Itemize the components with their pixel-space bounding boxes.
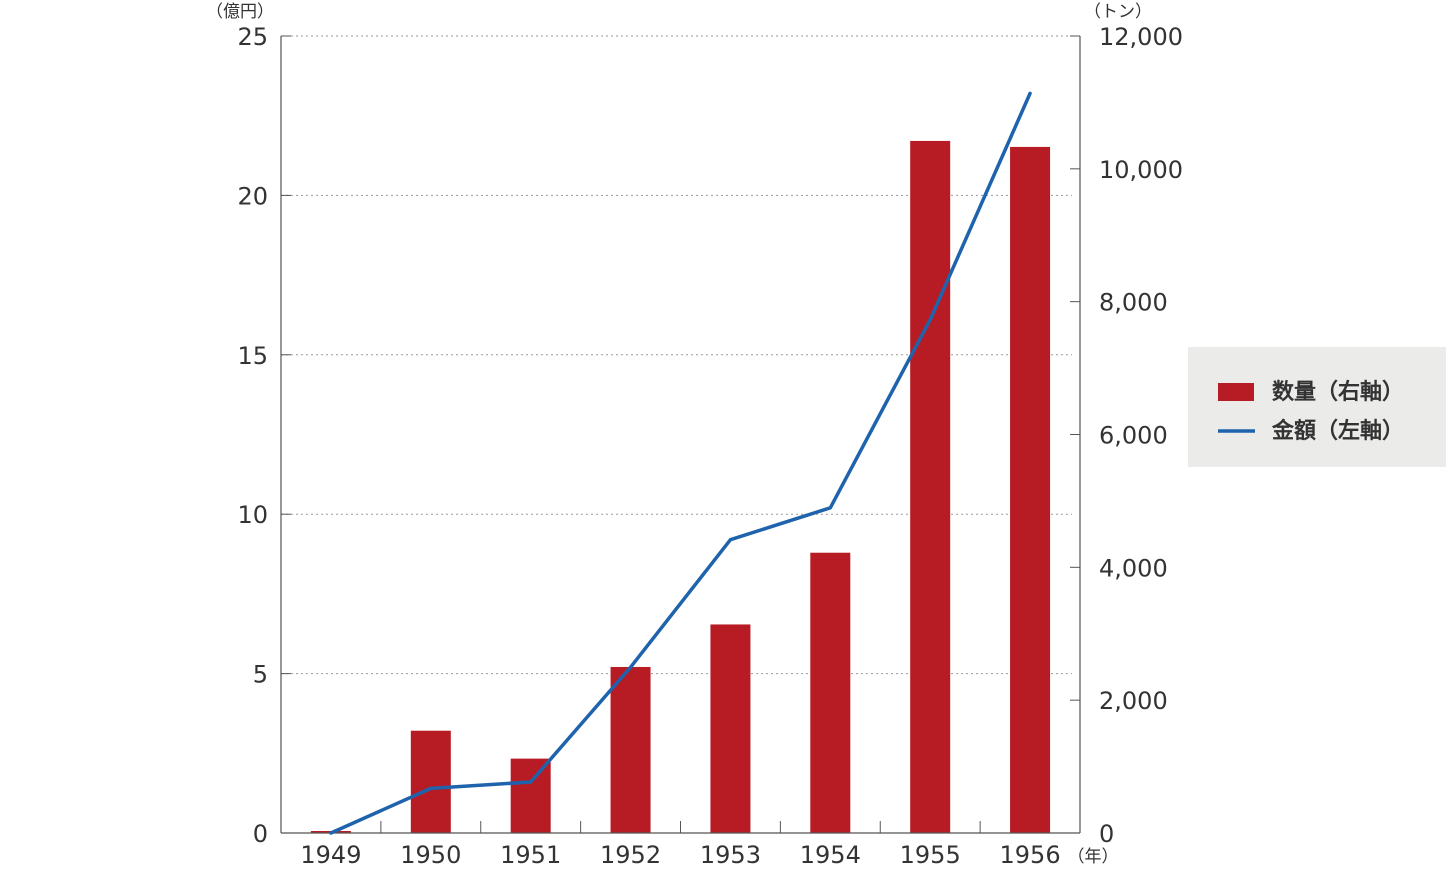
label-layer: （億円） （トン） （年） 0 5 10 15 20 25 0 2,000 4,000 6,000… (206, 2, 1183, 869)
x-axis-tick-label: 1954 (800, 841, 861, 866)
right-axis-tick-label: 6,000 (1099, 422, 1168, 450)
line-layer (329, 91, 1032, 835)
legend-label-quantity: 数量（右軸） (1272, 379, 1404, 405)
legend-background (1188, 347, 1446, 467)
x-axis-tick-label: 1956 (1000, 841, 1061, 866)
right-axis-tick-label: 4,000 (1099, 554, 1168, 582)
legend-label-amount: 金額（左軸） (1271, 418, 1404, 444)
x-axis-tick-label: 1950 (400, 841, 461, 866)
left-axis-tick-label: 15 (237, 342, 268, 370)
grid-layer (281, 35, 1072, 675)
bar-layer (310, 140, 1051, 833)
left-axis-tick-label: 20 (237, 182, 268, 210)
right-axis-tick-label: 10,000 (1099, 156, 1183, 184)
bar (1010, 146, 1051, 833)
x-axis-tick-label: 1955 (900, 841, 961, 866)
x-axis-tick-label: 1952 (600, 841, 661, 866)
right-axis-unit: （トン） (1084, 2, 1152, 22)
right-axis-tick-label: 2,000 (1099, 687, 1168, 715)
x-axis-tick-label: 1953 (700, 841, 761, 866)
bar (610, 666, 651, 833)
left-axis-tick-label: 25 (237, 23, 268, 51)
left-axis-unit: （億円） (206, 2, 274, 22)
left-axis-tick-label: 10 (237, 501, 268, 529)
right-axis-tick-label: 0 (1099, 820, 1114, 848)
bar (910, 140, 951, 833)
legend-swatch-quantity (1218, 383, 1254, 401)
amount-line (329, 91, 1032, 835)
bar (810, 552, 851, 833)
legend: 数量（右軸） 金額（左軸） (1188, 347, 1446, 467)
bar (710, 624, 751, 833)
left-axis-tick-label: 0 (253, 820, 268, 848)
bar (410, 730, 451, 833)
x-axis-unit: （年） (1068, 847, 1119, 866)
x-axis-tick-label: 1951 (500, 841, 561, 866)
left-axis-tick-label: 5 (253, 661, 268, 689)
bar (510, 758, 551, 833)
right-axis-tick-label: 8,000 (1099, 289, 1168, 317)
right-axis-tick-label: 12,000 (1099, 23, 1183, 51)
x-axis-tick-label: 1949 (300, 841, 361, 866)
axis-layer (280, 35, 1081, 834)
